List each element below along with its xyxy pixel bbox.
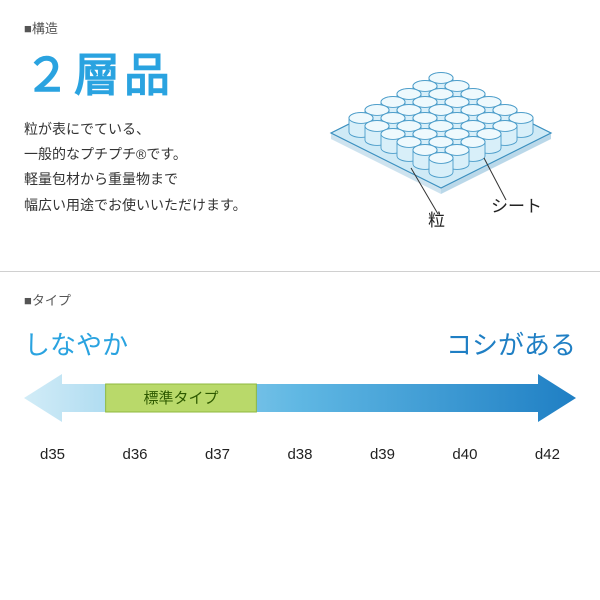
gradient-arrow: 標準タイプ [24,368,576,428]
callout-sheet: シート [491,192,542,217]
callout-grain: 粒 [428,206,445,231]
arrow-right-label: コシがある [446,325,576,362]
type-section-label: ■タイプ [24,290,576,309]
structure-section-label: ■構造 [24,18,316,37]
desc-line: 幅広い用途でお使いいただけます。 [24,193,316,218]
tick-label: d38 [287,446,312,463]
tick-row: d35 d36 d37 d38 d39 d40 d42 [24,446,576,463]
desc-line: 粒が表にでている、 [24,117,316,142]
svg-text:標準タイプ: 標準タイプ [143,390,218,407]
desc-line: 軽量包材から重量物まで [24,167,316,192]
structure-title: ２層品 [24,39,316,105]
tick-label: d39 [370,446,395,463]
tick-label: d36 [122,446,147,463]
desc-line: 一般的なプチプチ®です。 [24,142,316,167]
tick-label: d37 [205,446,230,463]
divider [0,271,600,272]
arrow-left-label: しなやか [24,325,128,362]
structure-description: 粒が表にでている、 一般的なプチプチ®です。 軽量包材から重量物まで 幅広い用途… [24,117,316,218]
tick-label: d42 [535,446,560,463]
tick-label: d40 [452,446,477,463]
tick-label: d35 [40,446,65,463]
